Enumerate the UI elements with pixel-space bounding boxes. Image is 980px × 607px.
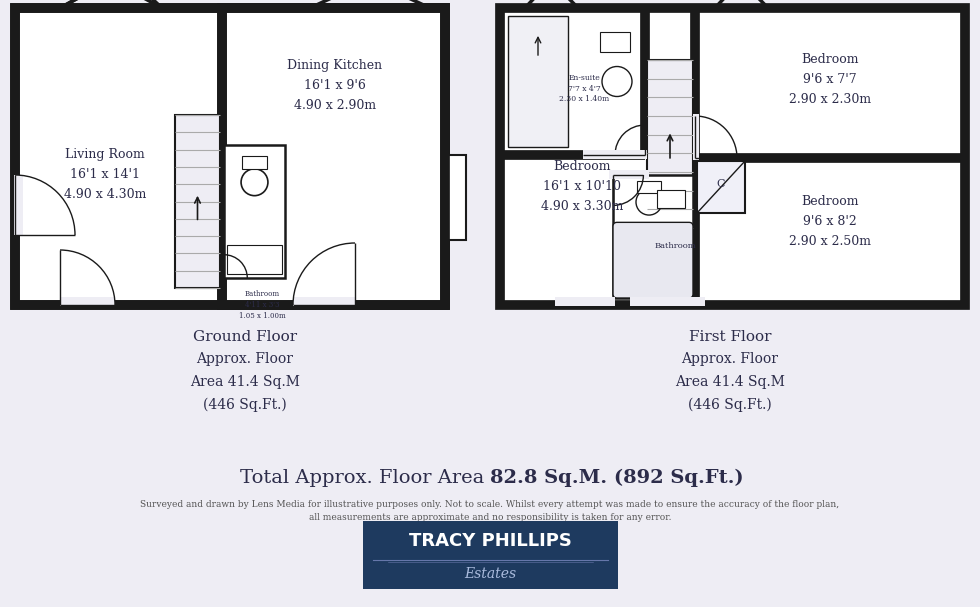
Text: Bathroom
4'11 x 3'3
1.05 x 1.00m: Bathroom 4'11 x 3'3 1.05 x 1.00m: [239, 290, 286, 320]
Text: Bedroom
16'1 x 10'10
4.90 x 3.30m: Bedroom 16'1 x 10'10 4.90 x 3.30m: [541, 160, 623, 212]
Text: Bathroom: Bathroom: [655, 242, 696, 250]
Text: Approx. Floor
Area 41.4 Sq.M
(446 Sq.Ft.): Approx. Floor Area 41.4 Sq.M (446 Sq.Ft.…: [190, 352, 300, 412]
Bar: [613, 175, 693, 298]
Text: Ground Floor: Ground Floor: [193, 330, 297, 344]
Bar: [293, 297, 355, 306]
Bar: [500, 8, 965, 305]
Text: 82.8 Sq.M. (892 Sq.Ft.): 82.8 Sq.M. (892 Sq.Ft.): [490, 469, 744, 487]
Bar: [15, 8, 445, 305]
Text: Approx. Floor
Area 41.4 Sq.M
(446 Sq.Ft.): Approx. Floor Area 41.4 Sq.M (446 Sq.Ft.…: [675, 352, 785, 412]
Text: Bedroom
9'6 x 8'2
2.90 x 2.50m: Bedroom 9'6 x 8'2 2.90 x 2.50m: [789, 195, 871, 248]
Text: En-suite
7'7 x 4'7
2.30 x 1.40m: En-suite 7'7 x 4'7 2.30 x 1.40m: [559, 75, 610, 103]
Bar: [657, 190, 685, 208]
Bar: [637, 181, 661, 194]
Text: TRACY PHILLIPS: TRACY PHILLIPS: [409, 532, 572, 551]
Bar: [697, 161, 745, 213]
FancyBboxPatch shape: [613, 222, 693, 298]
Bar: [224, 145, 285, 278]
Bar: [444, 155, 466, 240]
Bar: [693, 114, 699, 160]
Bar: [175, 115, 220, 288]
Text: Surveyed and drawn by Lens Media for illustrative purposes only. Not to scale. W: Surveyed and drawn by Lens Media for ill…: [140, 500, 840, 522]
Bar: [555, 297, 615, 306]
Bar: [14, 175, 23, 235]
Text: C: C: [716, 180, 725, 189]
Bar: [222, 8, 445, 305]
Bar: [600, 32, 630, 52]
Text: Living Room
16'1 x 14'1
4.90 x 4.30m: Living Room 16'1 x 14'1 4.90 x 4.30m: [64, 148, 146, 201]
Bar: [15, 8, 445, 305]
Bar: [647, 60, 693, 228]
Bar: [60, 297, 115, 306]
Bar: [508, 16, 568, 147]
Text: Estates: Estates: [465, 567, 516, 581]
Text: Bedroom
9'6 x 7'7
2.90 x 2.30m: Bedroom 9'6 x 7'7 2.90 x 2.30m: [789, 53, 871, 106]
Bar: [583, 150, 647, 159]
Bar: [227, 245, 282, 274]
Text: Dining Kitchen
16'1 x 9'6
4.90 x 2.90m: Dining Kitchen 16'1 x 9'6 4.90 x 2.90m: [287, 59, 382, 112]
Bar: [363, 521, 618, 589]
Bar: [609, 170, 649, 179]
Text: First Floor: First Floor: [689, 330, 771, 344]
Bar: [630, 297, 705, 306]
Text: Total Approx. Floor Area: Total Approx. Floor Area: [239, 469, 490, 487]
Bar: [242, 155, 267, 169]
